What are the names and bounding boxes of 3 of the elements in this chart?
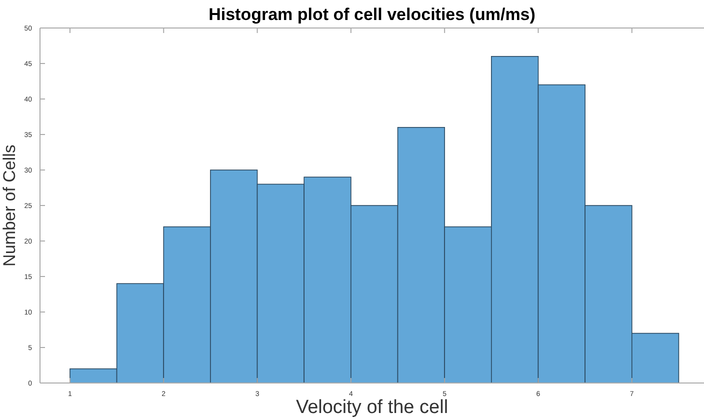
x-axis-title: Velocity of the cell — [296, 397, 448, 418]
y-axis-title: Number of Cells — [0, 144, 19, 266]
chart-title: Histogram plot of cell velocities (um/ms) — [208, 5, 536, 24]
